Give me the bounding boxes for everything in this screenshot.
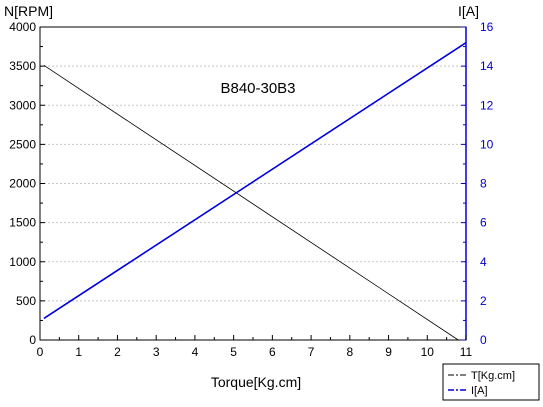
y-right-tick-label: 16 xyxy=(480,20,494,34)
series-line-t xyxy=(43,65,459,341)
x-tick-label: 5 xyxy=(230,345,237,359)
y-right-tick-label: 14 xyxy=(480,59,494,73)
y-left-tick-label: 0 xyxy=(29,333,36,347)
y-right-tick-label: 12 xyxy=(480,98,494,112)
y-right-tick-label: 2 xyxy=(480,294,487,308)
y-left-tick-label: 3500 xyxy=(9,59,36,73)
series-group xyxy=(43,41,467,341)
y-right-tick-label: 10 xyxy=(480,137,494,151)
y-right-tick-label: 8 xyxy=(480,177,487,191)
y-left-tick-label: 2000 xyxy=(9,177,36,191)
y-left-tick-label: 2500 xyxy=(9,137,36,151)
y-left-tick-label: 1000 xyxy=(9,255,36,269)
ticks: 0500100015002000250030003500400002468101… xyxy=(9,20,493,359)
legend-entry-i: I[A] xyxy=(471,385,488,397)
y-right-tick-label: 6 xyxy=(480,216,487,230)
y-axis-left-title: N[RPM] xyxy=(4,3,53,19)
x-tick-label: 0 xyxy=(37,345,44,359)
x-tick-label: 4 xyxy=(192,345,199,359)
x-tick-label: 7 xyxy=(308,345,315,359)
x-tick-label: 3 xyxy=(153,345,160,359)
series-line-i xyxy=(43,41,467,320)
x-tick-label: 9 xyxy=(385,345,392,359)
legend-box xyxy=(442,363,540,401)
y-right-tick-label: 4 xyxy=(480,255,487,269)
legend: T[Kg.cm] I[A] xyxy=(442,363,540,401)
legend-entry-t: T[Kg.cm] xyxy=(471,370,515,382)
chart-title: B840-30B3 xyxy=(220,80,295,97)
y-left-tick-label: 1500 xyxy=(9,216,36,230)
y-left-tick-label: 4000 xyxy=(9,20,36,34)
y-left-tick-label: 500 xyxy=(16,294,36,308)
x-tick-label: 11 xyxy=(460,345,473,359)
y-right-tick-label: 0 xyxy=(480,333,487,347)
x-axis-title: Torque[Kg.cm] xyxy=(211,374,301,390)
x-tick-label: 1 xyxy=(75,345,82,359)
x-tick-label: 6 xyxy=(269,345,276,359)
grid xyxy=(40,65,466,302)
y-axis-right-title: I[A] xyxy=(458,3,479,19)
x-tick-label: 8 xyxy=(346,345,353,359)
x-tick-label: 10 xyxy=(421,345,435,359)
x-tick-label: 2 xyxy=(114,345,121,359)
y-left-tick-label: 3000 xyxy=(9,98,36,112)
